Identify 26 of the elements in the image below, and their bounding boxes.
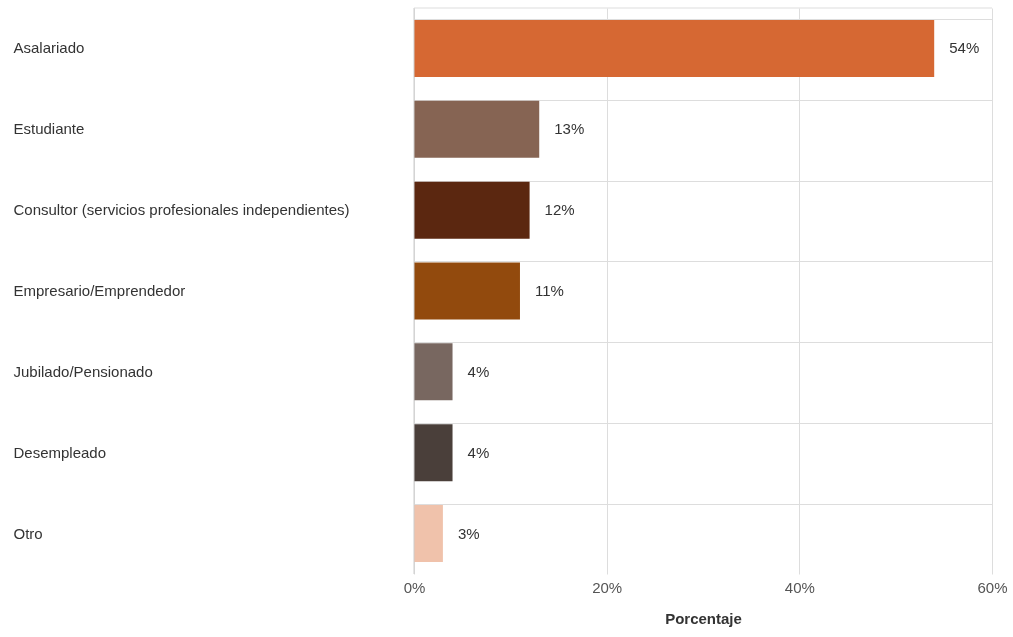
y-tick-label: Asalariado [13,39,85,57]
x-tick-label: 0% [403,578,426,596]
bar [414,181,530,239]
bar [414,262,520,320]
data-label: 3% [457,524,480,542]
x-tick-label: 20% [592,578,623,596]
y-tick-label: Estudiante [13,120,85,138]
x-axis-title: Porcentaje [665,609,742,627]
data-label: 12% [544,201,575,219]
x-tick-label: 40% [784,578,815,596]
data-label: 4% [467,443,490,461]
data-label: 13% [554,120,585,138]
y-tick-label: Desempleado [13,443,107,461]
bar [414,505,443,563]
data-label: 4% [467,362,490,380]
data-label: 11% [534,282,564,299]
y-tick-label: Jubilado/Pensionado [13,362,153,380]
bar [414,424,453,482]
y-tick-label: Otro [13,524,43,542]
bar [414,100,540,158]
bar [414,343,453,401]
y-tick-label: Consultor (servicios profesionales independientes) [13,201,350,219]
y-tick-label: Empresario/Emprendedor [13,282,186,299]
x-tick-label: 60% [977,578,1008,596]
data-label: 54% [949,39,980,57]
bar [414,19,935,77]
